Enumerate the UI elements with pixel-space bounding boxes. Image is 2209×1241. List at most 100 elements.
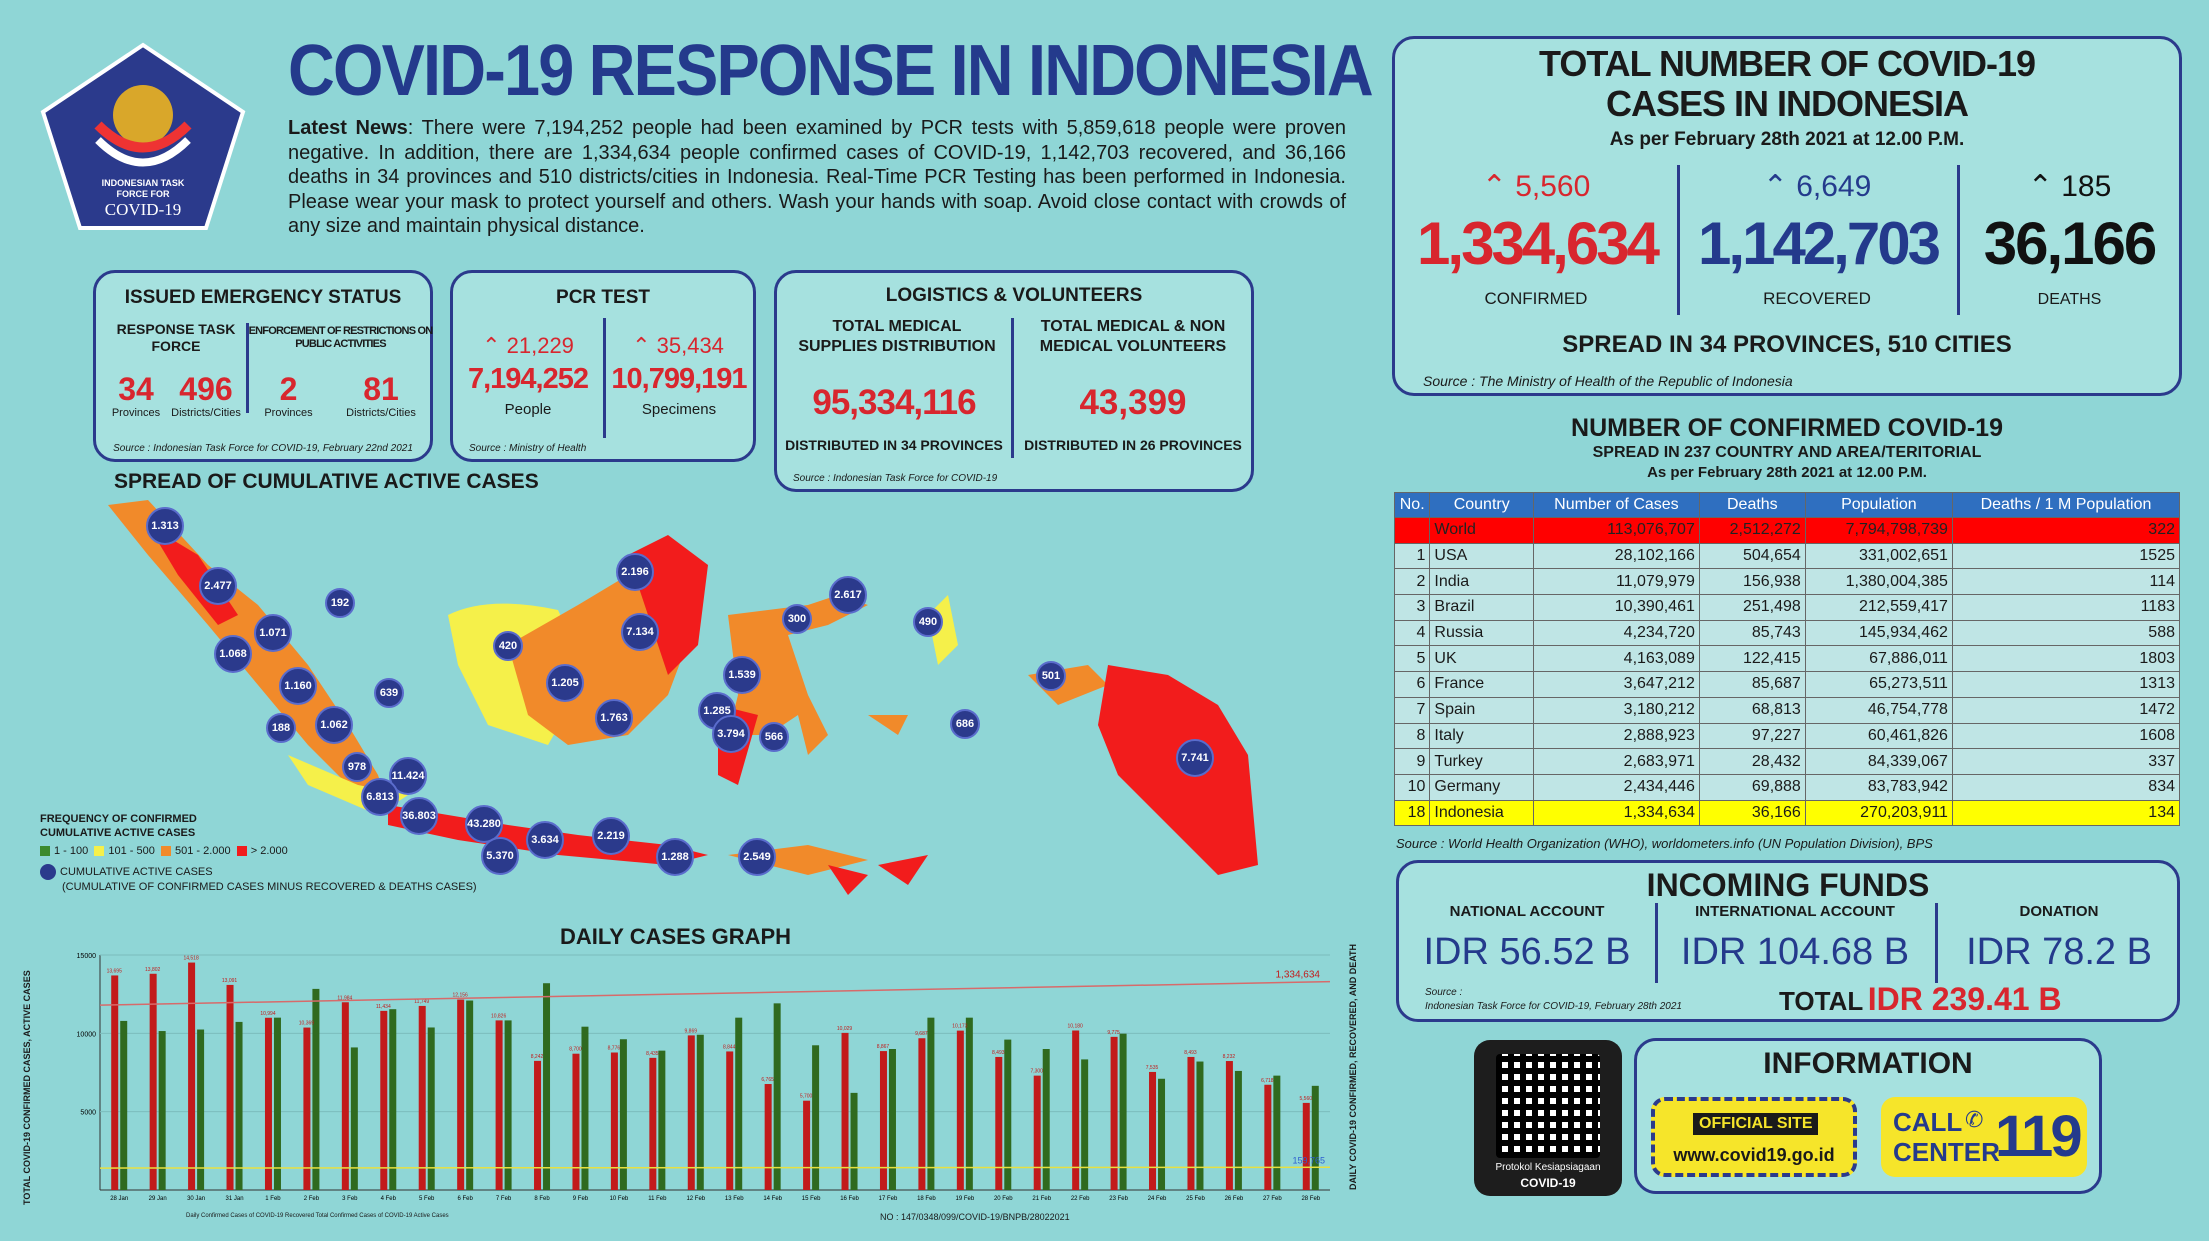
totals-l-death: DEATHS [2037,291,2102,308]
funds-v2: IDR 104.68 B [1680,931,1910,973]
table-cell: 2 [1393,568,1431,596]
qr-label1: Protokol Kesiapsiagaan [1495,1162,1601,1173]
table-cell: 68,813 [1698,696,1806,724]
confirmed-bar [457,999,465,1190]
logistics-panel: LOGISTICS & VOLUNTEERS TOTAL MEDICAL SUP… [774,270,1254,492]
map-bubble: 3.794 [712,715,750,753]
legend-items: 1 - 100 101 - 500 501 - 2.000 > 2.000 [40,844,477,858]
confirmed-value-label: 10,994 [260,1011,276,1017]
legend-item: 501 - 2.000 [160,845,231,857]
totals-confirmed: 1,334,634 [1417,210,1660,277]
table-cell: World [1429,517,1534,544]
confirmed-value-label: 6,718 [1261,1078,1274,1084]
table-cell: Indonesia [1429,799,1534,827]
table-cell: 3,180,212 [1533,696,1700,724]
legend-item: > 2.000 [236,845,288,857]
totals-inc-conf-value: 5,560 [1515,170,1591,203]
legend-title2: CUMULATIVE ACTIVE CASES [40,827,196,839]
task-force-logo [40,42,246,230]
qr-code-icon [1496,1054,1600,1158]
x-tick-label: 7 Feb [496,1196,512,1202]
table-cell: 212,559,417 [1804,594,1953,621]
info-panel: INFORMATION OFFICIAL SITE www.covid19.go… [1634,1038,2102,1194]
table-cell: 97,227 [1698,722,1806,750]
call-center-badge[interactable]: CALL CENTER ✆ 119 [1881,1097,2087,1177]
legend-item: 101 - 500 [94,845,155,857]
x-tick-label: 20 Feb [994,1196,1013,1202]
world-date: As per February 28th 2021 at 12.00 P.M. [1647,464,1927,481]
totals-inc-rec: ⌃ 6,649 [1677,169,1957,204]
table-cell: Russia [1429,619,1534,647]
funds-v3: IDR 78.2 B [1966,931,2152,973]
world-source: Source : World Health Organization (WHO)… [1396,836,1933,851]
legend-bubble-label: CUMULATIVE ACTIVE CASES [60,865,213,878]
confirmed-value-label: 8,493 [1184,1050,1197,1056]
x-tick-label: 9 Feb [573,1196,589,1202]
recovered-bar [1234,1070,1242,1190]
table-cell: 331,002,651 [1804,542,1953,570]
table-cell: 85,743 [1698,619,1806,647]
table-cell: 8 [1393,722,1431,750]
x-tick-label: 11 Feb [648,1196,667,1202]
recovered-bar [696,1034,704,1190]
graph-legend: Daily Confirmed Cases of COVID-19 Recove… [186,1213,449,1219]
news-label: Latest News [288,117,408,139]
pcr-inc1-value: 21,229 [506,333,574,358]
page-title: COVID-19 RESPONSE IN INDONESIA [288,31,1374,111]
confirmed-bar [1187,1056,1195,1190]
confirmed-value-label: 10,180 [1068,1024,1084,1030]
official-site-badge[interactable]: OFFICIAL SITE www.covid19.go.id [1651,1097,1857,1177]
table-cell: 1313 [1951,671,2181,698]
map-bubble: 1.160 [279,667,317,705]
table-cell: 10,390,461 [1533,594,1700,621]
confirmed-bar [1072,1030,1080,1190]
x-tick-label: 23 Feb [1109,1196,1128,1202]
map-bubble: 2.219 [592,817,630,855]
emergency-l3: Provinces [264,407,313,419]
up-arrow-icon: ⌃ [2027,170,2053,203]
totals-l-rec: RECOVERED [1763,289,1871,308]
table-cell: 65,273,511 [1804,671,1953,698]
confirmed-bar [418,1005,426,1190]
confirmed-bar [879,1051,887,1190]
table-cell: 46,754,778 [1804,696,1953,724]
logo-line3: COVID-19 [104,200,182,219]
table-cell: 322 [1951,517,2181,544]
table-row: 6 France 3,647,212 85,687 65,273,511 1313 [1393,671,2181,698]
table-cell: USA [1429,542,1534,570]
map-bubble: 1.062 [315,706,353,744]
map-legend: FREQUENCY OF CONFIRMED CUMULATIVE ACTIVE… [40,812,477,894]
table-cell: 114 [1951,568,2181,596]
table-cell: 337 [1951,748,2181,775]
recovered-bar [312,988,320,1190]
funds-v1: IDR 56.52 B [1423,931,1631,973]
recovered-bar [1081,1059,1089,1190]
world-subtitle: SPREAD IN 237 COUNTRY AND AREA/TERITORIA… [1592,444,1982,461]
table-cell: 60,461,826 [1804,722,1953,750]
x-tick-label: 16 Feb [840,1196,859,1202]
x-tick-label: 22 Feb [1071,1196,1090,1202]
pcr-inc2: ⌃ 35,434 [603,333,753,359]
map-bubble: 1.539 [723,656,761,694]
table-cell: 7 [1393,696,1431,724]
table-cell: 18 [1393,799,1431,827]
table-cell: Brazil [1429,594,1534,621]
x-tick-label: 6 Feb [457,1196,473,1202]
map-bubble: 2.617 [829,576,867,614]
funds-source2: Indonesian Task Force for COVID-19, Febr… [1425,1001,1682,1012]
x-tick-label: 30 Jan [187,1196,205,1202]
confirmed-bar [995,1056,1003,1190]
recovered-bar [1311,1085,1319,1190]
confirmed-bar [149,973,157,1190]
confirmed-value-label: 10,029 [837,1026,853,1032]
totals-inc-death-value: 185 [2061,170,2112,203]
x-tick-label: 29 Jan [149,1196,167,1202]
table-cell: 84,339,067 [1804,748,1953,775]
confirmed-bar [380,1010,388,1190]
confirmed-value-label: 7,300 [1030,1069,1043,1075]
recovered-bar [1119,1033,1127,1190]
map-bubble: 978 [342,752,372,782]
table-cell: 588 [1951,619,2181,647]
map-bubble: 1.763 [595,699,633,737]
qr-card[interactable]: Protokol Kesiapsiagaan COVID-19 [1474,1040,1622,1196]
